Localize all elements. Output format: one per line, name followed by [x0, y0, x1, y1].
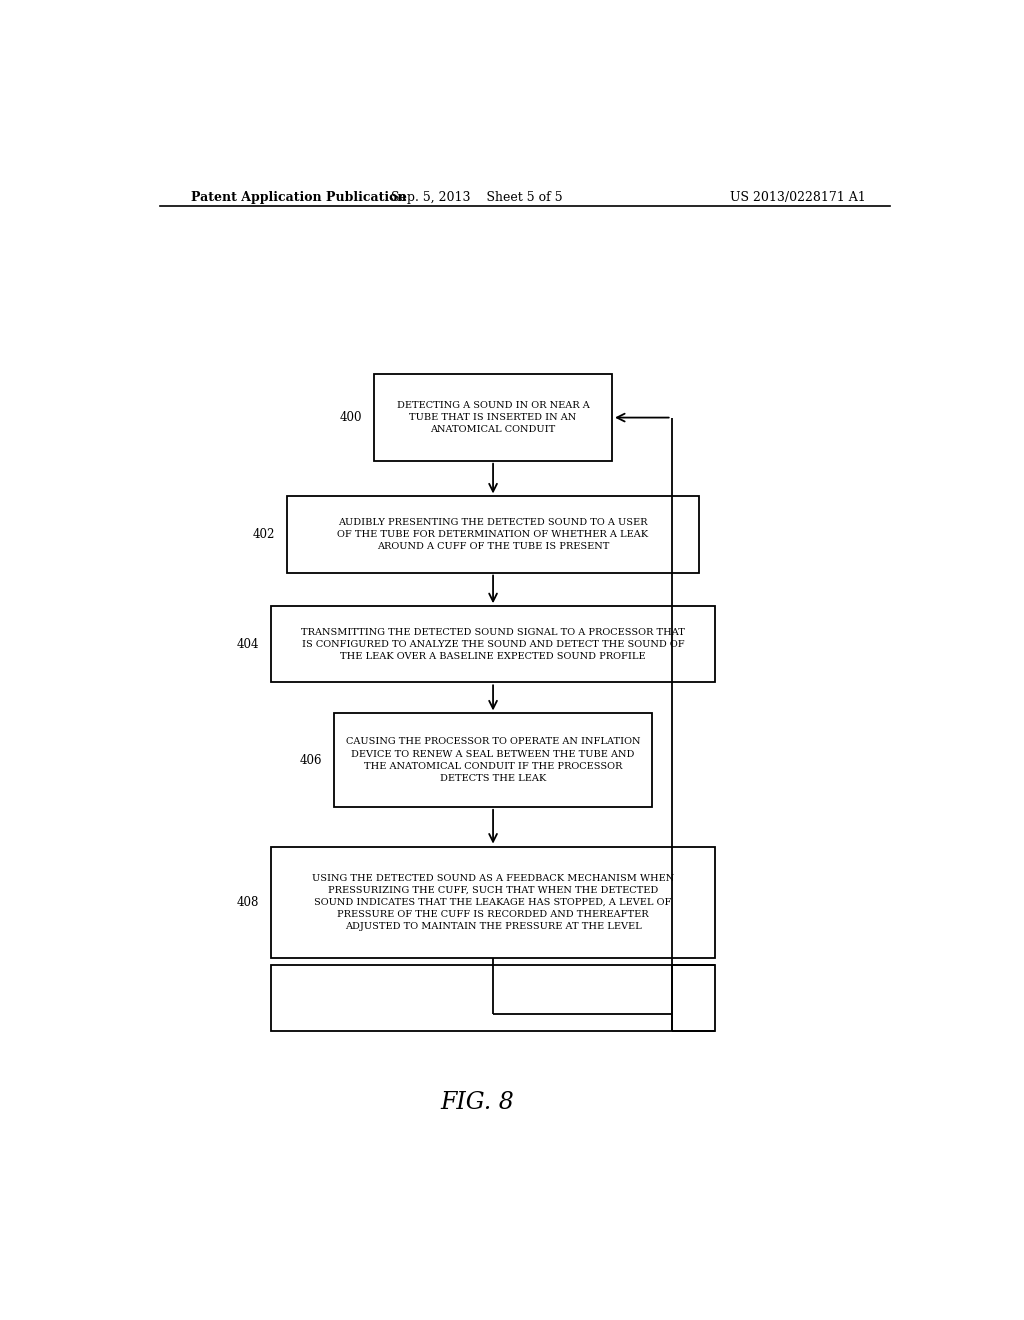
FancyBboxPatch shape — [270, 606, 715, 682]
Text: Sep. 5, 2013    Sheet 5 of 5: Sep. 5, 2013 Sheet 5 of 5 — [391, 190, 563, 203]
Text: Patent Application Publication: Patent Application Publication — [191, 190, 407, 203]
FancyBboxPatch shape — [334, 713, 652, 807]
FancyBboxPatch shape — [374, 375, 612, 461]
Text: FIG. 8: FIG. 8 — [440, 1092, 514, 1114]
Text: 408: 408 — [237, 896, 259, 909]
Text: USING THE DETECTED SOUND AS A FEEDBACK MECHANISM WHEN
PRESSURIZING THE CUFF, SUC: USING THE DETECTED SOUND AS A FEEDBACK M… — [312, 874, 674, 931]
Text: 406: 406 — [300, 754, 323, 767]
FancyBboxPatch shape — [287, 496, 699, 573]
Text: US 2013/0228171 A1: US 2013/0228171 A1 — [730, 190, 866, 203]
Text: 400: 400 — [340, 411, 362, 424]
Text: 404: 404 — [237, 638, 259, 651]
Text: DETECTING A SOUND IN OR NEAR A
TUBE THAT IS INSERTED IN AN
ANATOMICAL CONDUIT: DETECTING A SOUND IN OR NEAR A TUBE THAT… — [396, 401, 590, 434]
FancyBboxPatch shape — [270, 846, 715, 958]
FancyBboxPatch shape — [270, 965, 715, 1031]
Text: CAUSING THE PROCESSOR TO OPERATE AN INFLATION
DEVICE TO RENEW A SEAL BETWEEN THE: CAUSING THE PROCESSOR TO OPERATE AN INFL… — [346, 738, 640, 783]
Text: TRANSMITTING THE DETECTED SOUND SIGNAL TO A PROCESSOR THAT
IS CONFIGURED TO ANAL: TRANSMITTING THE DETECTED SOUND SIGNAL T… — [301, 627, 685, 661]
Text: AUDIBLY PRESENTING THE DETECTED SOUND TO A USER
OF THE TUBE FOR DETERMINATION OF: AUDIBLY PRESENTING THE DETECTED SOUND TO… — [338, 517, 648, 552]
Text: 402: 402 — [253, 528, 274, 541]
